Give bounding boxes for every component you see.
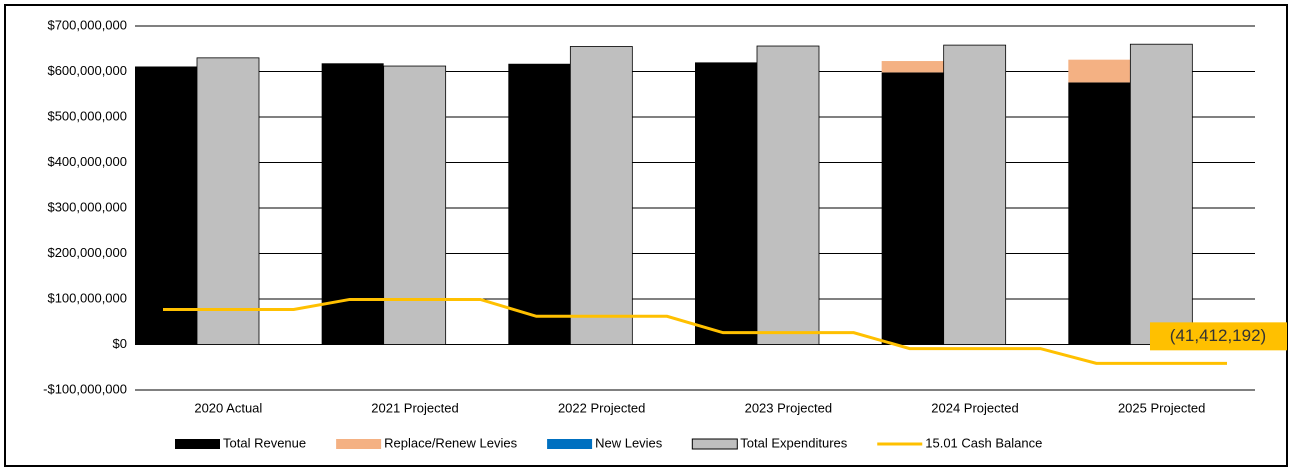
legend-label: Replace/Renew Levies	[384, 435, 517, 450]
bar	[1068, 59, 1131, 83]
x-tick-label: 2025 Projected	[1118, 400, 1205, 415]
legend-swatch	[691, 438, 738, 450]
legend-swatch	[336, 439, 382, 449]
y-tick-label: $200,000,000	[47, 245, 127, 260]
y-tick-label: $600,000,000	[47, 63, 127, 78]
bar	[508, 63, 571, 345]
legend-swatch	[547, 439, 593, 449]
legend-swatch	[175, 439, 220, 449]
x-tick-label: 2024 Projected	[931, 400, 1018, 415]
x-tick-label: 2020 Actual	[194, 400, 262, 415]
legend-label: Total Expenditures	[740, 435, 847, 450]
data-label-box	[1150, 322, 1287, 351]
legend-label: Total Revenue	[223, 435, 306, 450]
y-tick-label: $500,000,000	[47, 108, 127, 123]
y-tick-label: $300,000,000	[47, 199, 127, 214]
bar	[321, 63, 384, 345]
bar	[196, 57, 260, 345]
bar	[881, 61, 944, 73]
bar	[881, 72, 944, 345]
y-tick-label: $100,000,000	[47, 290, 127, 305]
bar	[1129, 43, 1193, 345]
line-series	[163, 297, 1227, 365]
legend-label: 15.01 Cash Balance	[925, 435, 1042, 450]
x-tick-label: 2023 Projected	[745, 400, 832, 415]
bar	[943, 44, 1007, 345]
y-tick-label: -$100,000,000	[43, 381, 127, 396]
y-tick-label: $700,000,000	[47, 17, 127, 32]
bar	[695, 62, 757, 345]
x-tick-label: 2021 Projected	[371, 400, 458, 415]
bar	[1068, 82, 1131, 345]
data-label: (41,412,192)	[1170, 326, 1266, 345]
bar	[135, 66, 197, 345]
y-tick-label: $400,000,000	[47, 154, 127, 169]
x-tick-label: 2022 Projected	[558, 400, 645, 415]
legend-label: New Levies	[595, 435, 663, 450]
bar	[756, 45, 820, 345]
bar	[569, 46, 633, 345]
bar	[383, 65, 447, 345]
y-tick-label: $0	[113, 336, 127, 351]
